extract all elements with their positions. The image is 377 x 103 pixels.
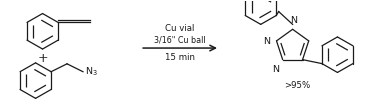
Text: >95%: >95% (285, 81, 311, 90)
Text: 3/16" Cu ball: 3/16" Cu ball (154, 35, 206, 44)
Text: 15 min: 15 min (165, 53, 195, 62)
Text: Cu vial: Cu vial (166, 24, 195, 33)
Text: N: N (272, 65, 279, 74)
Text: +: + (37, 52, 48, 65)
Text: N: N (264, 37, 271, 46)
Text: N: N (290, 16, 297, 25)
Text: N$_3$: N$_3$ (85, 66, 98, 78)
